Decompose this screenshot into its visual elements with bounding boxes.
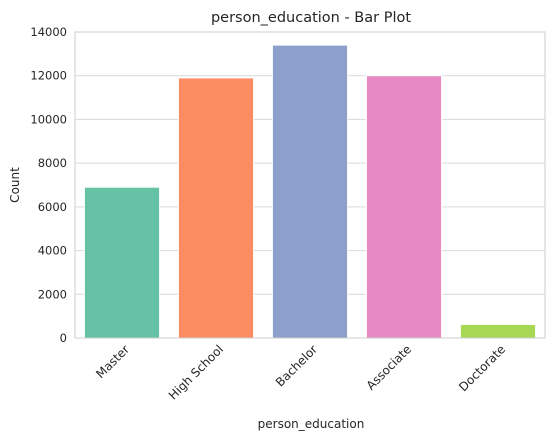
chart-title: person_education - Bar Plot (211, 10, 411, 26)
x-tick-label: Associate (364, 342, 415, 393)
y-tick-label: 14000 (30, 25, 67, 39)
bar-associate (365, 75, 443, 339)
x-tick-label: High School (166, 342, 226, 402)
y-tick-label: 6000 (38, 200, 67, 214)
y-tick-label: 8000 (38, 156, 67, 170)
y-tick-label: 2000 (38, 287, 67, 301)
y-tick-label: 0 (60, 331, 67, 345)
x-tick-label: Master (93, 342, 132, 381)
y-tick-label: 4000 (38, 244, 67, 258)
bar-master (83, 186, 161, 339)
x-tick-label: Bachelor (273, 342, 320, 389)
y-axis-label: Count (8, 167, 22, 203)
y-tick-label: 10000 (30, 112, 67, 126)
x-axis-label: person_education (258, 417, 365, 431)
bar-bachelor (271, 44, 349, 339)
x-tick-labels: Master High School Bachelor Associate Doctor… (93, 342, 508, 402)
plot-frame (74, 31, 546, 339)
bar-high-school (177, 77, 255, 339)
y-tick-labels: 0 2000 4000 6000 8000 10000 12000 14000 (30, 25, 67, 345)
bars-group (83, 44, 537, 339)
y-tick-label: 12000 (30, 69, 67, 83)
bar-doctorate (459, 323, 537, 339)
x-tick-label: Doctorate (456, 342, 508, 394)
